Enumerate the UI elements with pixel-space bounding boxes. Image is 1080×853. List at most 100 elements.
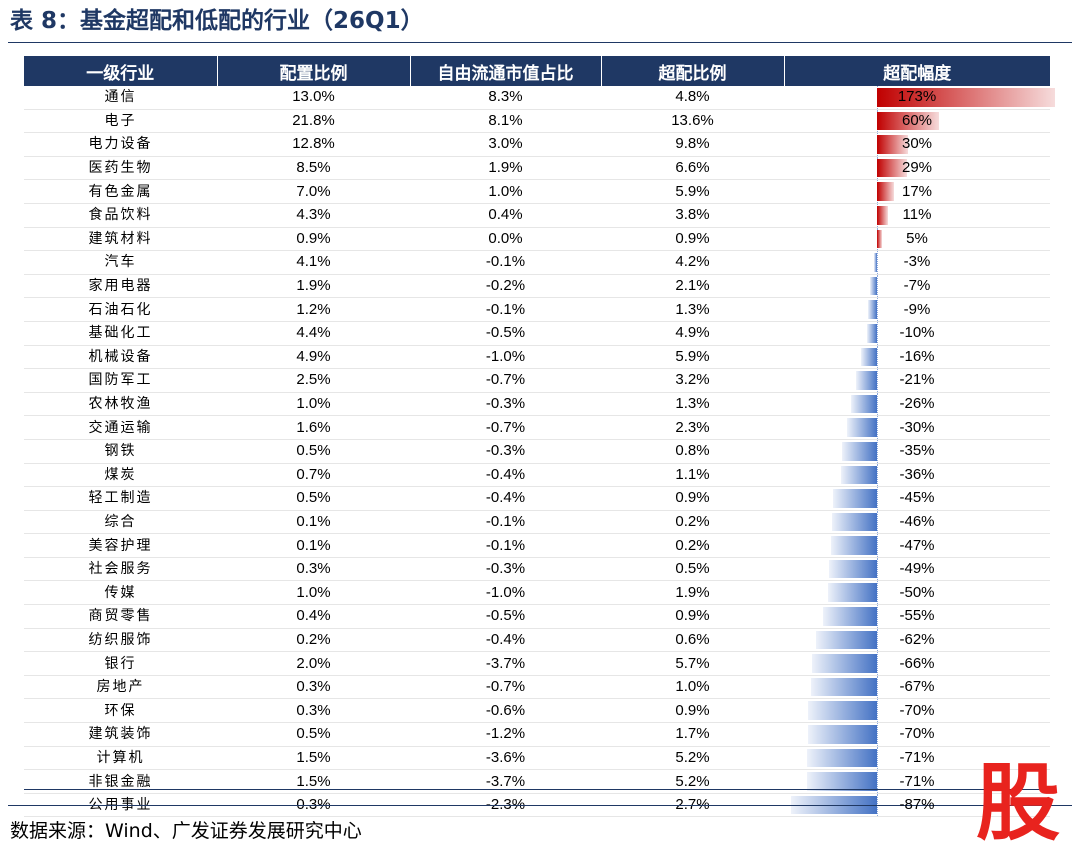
magnitude-bar bbox=[877, 229, 883, 249]
magnitude-label: -21% bbox=[899, 371, 935, 389]
cell-industry: 综合 bbox=[24, 510, 217, 535]
cell-overweight: 13.6% bbox=[601, 109, 784, 134]
magnitude-label: 173% bbox=[897, 88, 937, 106]
magnitude-label: -16% bbox=[899, 347, 935, 365]
magnitude-bar bbox=[877, 182, 895, 201]
cell-industry: 商贸零售 bbox=[24, 604, 217, 629]
table-row: 国防军工 2.5% -0.7% 3.2% -21% bbox=[24, 368, 1050, 393]
cell-float-share: -0.1% bbox=[410, 250, 601, 275]
cell-float-share: -0.3% bbox=[410, 439, 601, 464]
cell-overweight: 1.7% bbox=[601, 722, 784, 747]
cell-float-share: -3.6% bbox=[410, 746, 601, 771]
cell-industry: 通信 bbox=[24, 86, 217, 110]
bar-axis bbox=[877, 723, 878, 746]
cell-allocation: 0.1% bbox=[217, 510, 410, 535]
cell-float-share: -0.1% bbox=[410, 297, 601, 322]
cell-float-share: -0.7% bbox=[410, 675, 601, 700]
cell-allocation: 0.1% bbox=[217, 533, 410, 558]
cell-float-share: -0.5% bbox=[410, 604, 601, 629]
cell-overweight: 3.2% bbox=[601, 368, 784, 393]
cell-allocation: 1.5% bbox=[217, 746, 410, 771]
magnitude-label: -26% bbox=[899, 395, 935, 413]
magnitude-bar bbox=[877, 158, 907, 178]
cell-allocation: 0.7% bbox=[217, 463, 410, 488]
cell-magnitude: -50% bbox=[784, 580, 1050, 606]
table-row: 银行 2.0% -3.7% 5.7% -66% bbox=[24, 651, 1050, 676]
cell-overweight: 4.2% bbox=[601, 250, 784, 275]
cell-allocation: 1.6% bbox=[217, 415, 410, 440]
magnitude-label: -45% bbox=[899, 489, 935, 507]
cell-float-share: 8.3% bbox=[410, 86, 601, 110]
cell-float-share: -0.5% bbox=[410, 321, 601, 346]
cell-float-share: -1.0% bbox=[410, 345, 601, 370]
cell-magnitude: 60% bbox=[784, 109, 1050, 134]
magnitude-bar bbox=[847, 418, 877, 437]
bar-axis bbox=[877, 675, 878, 699]
cell-industry: 家用电器 bbox=[24, 274, 217, 299]
cell-industry: 有色金属 bbox=[24, 179, 217, 204]
header-industry: 一级行业 bbox=[24, 56, 217, 86]
cell-magnitude: -55% bbox=[784, 604, 1050, 629]
table-row: 钢铁 0.5% -0.3% 0.8% -35% bbox=[24, 439, 1050, 464]
cell-magnitude: -70% bbox=[784, 722, 1050, 747]
bar-axis bbox=[877, 416, 878, 439]
cell-allocation: 1.0% bbox=[217, 580, 410, 606]
bar-axis bbox=[877, 605, 878, 628]
table-row: 有色金属 7.0% 1.0% 5.9% 17% bbox=[24, 179, 1050, 204]
bar-axis bbox=[877, 699, 878, 723]
cell-float-share: -0.1% bbox=[410, 510, 601, 535]
cell-magnitude: -70% bbox=[784, 698, 1050, 724]
cell-allocation: 7.0% bbox=[217, 179, 410, 204]
cell-industry: 电子 bbox=[24, 109, 217, 134]
bar-axis bbox=[877, 251, 878, 274]
bar-axis bbox=[877, 392, 878, 416]
cell-magnitude: 11% bbox=[784, 203, 1050, 228]
cell-magnitude: -30% bbox=[784, 415, 1050, 440]
cell-industry: 交通运输 bbox=[24, 415, 217, 440]
cell-float-share: -0.4% bbox=[410, 628, 601, 653]
cell-industry: 电力设备 bbox=[24, 132, 217, 157]
table-row: 汽车 4.1% -0.1% 4.2% -3% bbox=[24, 250, 1050, 275]
cell-allocation: 0.3% bbox=[217, 698, 410, 724]
cell-overweight: 9.8% bbox=[601, 132, 784, 157]
table-body: 通信 13.0% 8.3% 4.8% 173% 电子 21.8% 8.1% 13.6% 60% 电力… bbox=[24, 86, 1055, 818]
magnitude-bar bbox=[877, 88, 1055, 107]
magnitude-bar bbox=[822, 607, 877, 626]
cell-industry: 医药生物 bbox=[24, 156, 217, 181]
cell-float-share: -0.6% bbox=[410, 698, 601, 724]
table-row: 传媒 1.0% -1.0% 1.9% -50% bbox=[24, 580, 1050, 606]
bar-axis bbox=[877, 628, 878, 652]
magnitude-label: -71% bbox=[899, 748, 935, 766]
magnitude-bar bbox=[806, 772, 877, 791]
magnitude-label: -7% bbox=[903, 277, 931, 295]
cell-magnitude: -16% bbox=[784, 345, 1050, 370]
magnitude-bar bbox=[870, 276, 877, 296]
magnitude-bar bbox=[815, 630, 877, 650]
table-row: 电力设备 12.8% 3.0% 9.8% 30% bbox=[24, 132, 1050, 157]
bar-axis bbox=[877, 510, 878, 534]
table-row: 社会服务 0.3% -0.3% 0.5% -49% bbox=[24, 557, 1050, 582]
table-row: 基础化工 4.4% -0.5% 4.9% -10% bbox=[24, 321, 1050, 346]
cell-allocation: 1.0% bbox=[217, 392, 410, 417]
cell-industry: 食品饮料 bbox=[24, 203, 217, 228]
table-row: 纺织服饰 0.2% -0.4% 0.6% -62% bbox=[24, 628, 1050, 653]
magnitude-bar bbox=[877, 205, 889, 225]
magnitude-bar bbox=[861, 347, 877, 367]
table-row: 计算机 1.5% -3.6% 5.2% -71% bbox=[24, 746, 1050, 771]
header-magnitude: 超配幅度 bbox=[783, 56, 1050, 86]
bar-axis bbox=[877, 439, 878, 463]
cell-overweight: 5.9% bbox=[601, 345, 784, 370]
cell-allocation: 4.4% bbox=[217, 321, 410, 346]
magnitude-label: -55% bbox=[899, 607, 935, 625]
magnitude-label: -46% bbox=[899, 512, 935, 530]
magnitude-label: -30% bbox=[899, 418, 935, 436]
cell-industry: 煤炭 bbox=[24, 463, 217, 488]
magnitude-bar bbox=[877, 111, 939, 131]
cell-magnitude: -66% bbox=[784, 651, 1050, 676]
table-row: 建筑装饰 0.5% -1.2% 1.7% -70% bbox=[24, 722, 1050, 747]
table-row: 房地产 0.3% -0.7% 1.0% -67% bbox=[24, 675, 1050, 700]
table-row: 美容护理 0.1% -0.1% 0.2% -47% bbox=[24, 533, 1050, 558]
table-row: 交通运输 1.6% -0.7% 2.3% -30% bbox=[24, 415, 1050, 440]
bar-axis bbox=[877, 274, 878, 298]
magnitude-bar bbox=[832, 489, 877, 508]
